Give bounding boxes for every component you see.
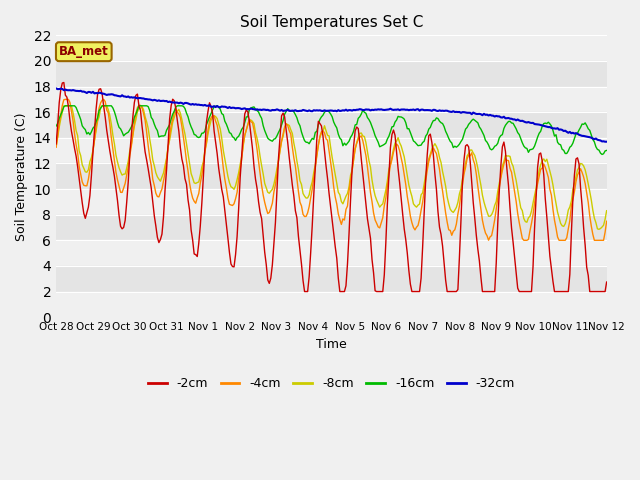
Y-axis label: Soil Temperature (C): Soil Temperature (C)	[15, 112, 28, 240]
Bar	[56, 266, 607, 291]
Title: Soil Temperatures Set C: Soil Temperatures Set C	[240, 15, 423, 30]
Text: BA_met: BA_met	[59, 45, 109, 58]
Legend: -2cm, -4cm, -8cm, -16cm, -32cm: -2cm, -4cm, -8cm, -16cm, -32cm	[143, 372, 520, 396]
Bar	[56, 164, 607, 189]
Bar	[56, 61, 607, 86]
Bar	[56, 215, 607, 240]
Bar	[56, 240, 607, 266]
X-axis label: Time: Time	[316, 337, 347, 350]
Bar	[56, 189, 607, 215]
Bar	[56, 36, 607, 61]
Bar	[56, 138, 607, 164]
Bar	[56, 86, 607, 112]
Bar	[56, 112, 607, 138]
Bar	[56, 291, 607, 317]
